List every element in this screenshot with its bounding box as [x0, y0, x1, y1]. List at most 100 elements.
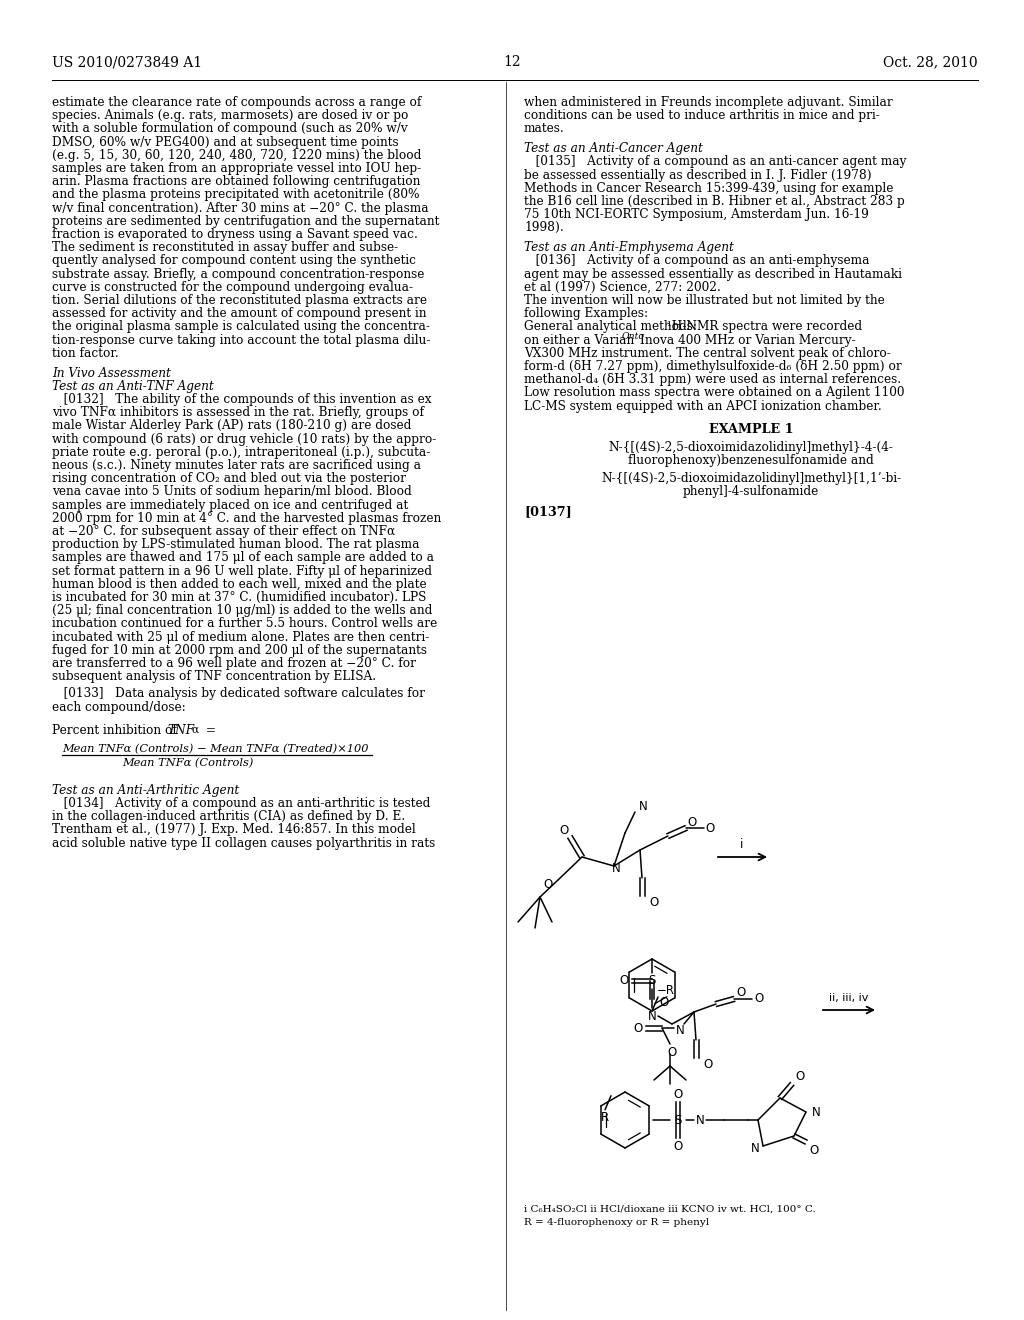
- Text: Test as an Anti-Cancer Agent: Test as an Anti-Cancer Agent: [524, 143, 702, 156]
- Text: incubation continued for a further 5.5 hours. Control wells are: incubation continued for a further 5.5 h…: [52, 618, 437, 631]
- Text: N: N: [647, 1010, 656, 1023]
- Text: each compound/dose:: each compound/dose:: [52, 701, 185, 714]
- Text: subsequent analysis of TNF concentration by ELISA.: subsequent analysis of TNF concentration…: [52, 671, 376, 684]
- Text: samples are taken from an appropriate vessel into IOU hep-: samples are taken from an appropriate ve…: [52, 162, 421, 176]
- Text: The sediment is reconstituted in assay buffer and subse-: The sediment is reconstituted in assay b…: [52, 242, 398, 255]
- Text: rising concentration of CO₂ and bled out via the posterior: rising concentration of CO₂ and bled out…: [52, 473, 406, 486]
- Text: O: O: [706, 821, 715, 834]
- Text: O: O: [755, 993, 764, 1006]
- Text: 12: 12: [503, 55, 521, 69]
- Text: set format pattern in a 96 U well plate. Fifty μl of heparinized: set format pattern in a 96 U well plate.…: [52, 565, 432, 578]
- Text: [0137]: [0137]: [524, 506, 571, 519]
- Text: Onto: Onto: [622, 331, 645, 341]
- Text: tion factor.: tion factor.: [52, 347, 119, 360]
- Text: proteins are sedimented by centrifugation and the supernatant: proteins are sedimented by centrifugatio…: [52, 215, 439, 228]
- Text: and the plasma proteins precipitated with acetonitrile (80%: and the plasma proteins precipitated wit…: [52, 189, 420, 202]
- Text: i C₆H₄SO₂Cl ii HCl/dioxane iii KCNO iv wt. HCl, 100° C.: i C₆H₄SO₂Cl ii HCl/dioxane iii KCNO iv w…: [524, 1205, 816, 1214]
- Text: N: N: [676, 1023, 684, 1036]
- Text: acid soluble native type II collagen causes polyarthritis in rats: acid soluble native type II collagen cau…: [52, 837, 435, 850]
- Text: Trentham et al., (1977) J. Exp. Med. 146:857. In this model: Trentham et al., (1977) J. Exp. Med. 146…: [52, 824, 416, 837]
- Text: estimate the clearance rate of compounds across a range of: estimate the clearance rate of compounds…: [52, 96, 421, 110]
- Text: human blood is then added to each well, mixed and the plate: human blood is then added to each well, …: [52, 578, 427, 591]
- Text: tion-response curve taking into account the total plasma dilu-: tion-response curve taking into account …: [52, 334, 430, 347]
- Text: O: O: [687, 816, 696, 829]
- Text: Methods in Cancer Research 15:399-439, using for example: Methods in Cancer Research 15:399-439, u…: [524, 182, 893, 195]
- Text: w/v final concentration). After 30 mins at −20° C. the plasma: w/v final concentration). After 30 mins …: [52, 202, 429, 215]
- Text: Test as an Anti-TNF Agent: Test as an Anti-TNF Agent: [52, 380, 214, 393]
- Text: (25 μl; final concentration 10 μg/ml) is added to the wells and: (25 μl; final concentration 10 μg/ml) is…: [52, 605, 432, 618]
- Text: assessed for activity and the amount of compound present in: assessed for activity and the amount of …: [52, 308, 427, 321]
- Text: vena cavae into 5 Units of sodium heparin/ml blood. Blood: vena cavae into 5 Units of sodium hepari…: [52, 486, 412, 499]
- Text: quently analysed for compound content using the synthetic: quently analysed for compound content us…: [52, 255, 416, 268]
- Text: Mean TNFα (Controls) − Mean TNFα (Treated)×100: Mean TNFα (Controls) − Mean TNFα (Treate…: [62, 744, 369, 755]
- Text: male Wistar Alderley Park (AP) rats (180-210 g) are dosed: male Wistar Alderley Park (AP) rats (180…: [52, 420, 412, 433]
- Text: 1998).: 1998).: [524, 222, 564, 235]
- Text: mates.: mates.: [524, 123, 565, 136]
- Text: O: O: [674, 1139, 683, 1152]
- Text: R: R: [601, 1111, 609, 1125]
- Text: et al (1997) Science, 277: 2002.: et al (1997) Science, 277: 2002.: [524, 281, 721, 294]
- Text: the original plasma sample is calculated using the concentra-: the original plasma sample is calculated…: [52, 321, 430, 334]
- Text: in the collagen-induced arthritis (CIA) as defined by D. E.: in the collagen-induced arthritis (CIA) …: [52, 810, 406, 824]
- Text: EXAMPLE 1: EXAMPLE 1: [709, 424, 794, 437]
- Text: be assessed essentially as described in I. J. Fidler (1978): be assessed essentially as described in …: [524, 169, 871, 182]
- Text: LC-MS system equipped with an APCI ionization chamber.: LC-MS system equipped with an APCI ioniz…: [524, 400, 882, 413]
- Text: N: N: [695, 1114, 705, 1126]
- Text: at −20° C. for subsequent assay of their effect on TNFα: at −20° C. for subsequent assay of their…: [52, 525, 395, 539]
- Text: fuged for 10 min at 2000 rpm and 200 μl of the supernatants: fuged for 10 min at 2000 rpm and 200 μl …: [52, 644, 427, 657]
- Text: Test as an Anti-Emphysema Agent: Test as an Anti-Emphysema Agent: [524, 242, 734, 255]
- Text: samples are immediately placed on ice and centrifuged at: samples are immediately placed on ice an…: [52, 499, 409, 512]
- Text: O: O: [659, 997, 669, 1010]
- Text: are transferred to a 96 well plate and frozen at −20° C. for: are transferred to a 96 well plate and f…: [52, 657, 416, 671]
- Text: R = 4-fluorophenoxy or R = phenyl: R = 4-fluorophenoxy or R = phenyl: [524, 1218, 710, 1228]
- Text: O: O: [796, 1069, 805, 1082]
- Text: i: i: [740, 838, 743, 851]
- Text: species. Animals (e.g. rats, marmosets) are dosed iv or po: species. Animals (e.g. rats, marmosets) …: [52, 110, 409, 123]
- Text: on either a Varian: on either a Varian: [524, 334, 638, 347]
- Text: O: O: [559, 825, 568, 837]
- Text: N: N: [639, 800, 647, 813]
- Text: production by LPS-stimulated human blood. The rat plasma: production by LPS-stimulated human blood…: [52, 539, 420, 552]
- Text: α: α: [193, 725, 199, 734]
- Text: Test as an Anti-Arthritic Agent: Test as an Anti-Arthritic Agent: [52, 784, 240, 797]
- Text: Mean TNFα (Controls): Mean TNFα (Controls): [122, 758, 253, 768]
- Text: incubated with 25 μl of medium alone. Plates are then centri-: incubated with 25 μl of medium alone. Pl…: [52, 631, 429, 644]
- Text: N: N: [812, 1106, 820, 1118]
- Text: [0136]   Activity of a compound as an anti-emphysema: [0136] Activity of a compound as an anti…: [524, 255, 869, 268]
- Text: N: N: [751, 1142, 760, 1155]
- Text: O: O: [620, 974, 629, 987]
- Text: when administered in Freunds incomplete adjuvant. Similar: when administered in Freunds incomplete …: [524, 96, 893, 110]
- Text: The invention will now be illustrated but not limited by the: The invention will now be illustrated bu…: [524, 294, 885, 308]
- Text: curve is constructed for the compound undergoing evalua-: curve is constructed for the compound un…: [52, 281, 413, 294]
- Text: O: O: [703, 1057, 713, 1071]
- Text: vivo TNFα inhibitors is assessed in the rat. Briefly, groups of: vivo TNFα inhibitors is assessed in the …: [52, 407, 424, 420]
- Text: with a soluble formulation of compound (such as 20% w/v: with a soluble formulation of compound (…: [52, 123, 408, 136]
- Text: arin. Plasma fractions are obtained following centrifugation: arin. Plasma fractions are obtained foll…: [52, 176, 421, 189]
- Text: methanol-d₄ (δH 3.31 ppm) were used as internal references.: methanol-d₄ (δH 3.31 ppm) were used as i…: [524, 374, 901, 387]
- Text: N-{[(4S)-2,5-dioxoimidazolidinyl]methyl}[1,1’-bi-: N-{[(4S)-2,5-dioxoimidazolidinyl]methyl}…: [601, 473, 901, 486]
- Text: Oct. 28, 2010: Oct. 28, 2010: [884, 55, 978, 69]
- Text: 75 10th NCI-EORTC Symposium, Amsterdam Jun. 16-19: 75 10th NCI-EORTC Symposium, Amsterdam J…: [524, 209, 869, 222]
- Text: US 2010/0273849 A1: US 2010/0273849 A1: [52, 55, 202, 69]
- Text: General analytical methods:: General analytical methods:: [524, 321, 700, 334]
- Text: Inova 400 MHz or Varian Mercury-: Inova 400 MHz or Varian Mercury-: [640, 334, 856, 347]
- Text: O: O: [809, 1143, 818, 1156]
- Text: [0134]   Activity of a compound as an anti-arthritic is tested: [0134] Activity of a compound as an anti…: [52, 797, 430, 810]
- Text: is incubated for 30 min at 37° C. (humidified incubator). LPS: is incubated for 30 min at 37° C. (humid…: [52, 591, 426, 605]
- Text: fluorophenoxy)benzenesulfonamide and: fluorophenoxy)benzenesulfonamide and: [628, 454, 873, 467]
- Text: Low resolution mass spectra were obtained on a Agilent 1100: Low resolution mass spectra were obtaine…: [524, 387, 904, 400]
- Text: In Vivo Assessment: In Vivo Assessment: [52, 367, 171, 380]
- Text: S: S: [675, 1114, 682, 1126]
- Text: TNF: TNF: [167, 725, 195, 738]
- Text: form-d (δH 7.27 ppm), dimethylsulfoxide-d₆ (δH 2.50 ppm) or: form-d (δH 7.27 ppm), dimethylsulfoxide-…: [524, 360, 902, 374]
- Text: conditions can be used to induce arthritis in mice and pri-: conditions can be used to induce arthrit…: [524, 110, 880, 123]
- Text: −R: −R: [657, 983, 675, 997]
- Text: (e.g. 5, 15, 30, 60, 120, 240, 480, 720, 1220 mins) the blood: (e.g. 5, 15, 30, 60, 120, 240, 480, 720,…: [52, 149, 421, 162]
- Text: 2000 rpm for 10 min at 4° C. and the harvested plasmas frozen: 2000 rpm for 10 min at 4° C. and the har…: [52, 512, 441, 525]
- Text: agent may be assessed essentially as described in Hautamaki: agent may be assessed essentially as des…: [524, 268, 902, 281]
- Text: [0132]   The ability of the compounds of this invention as ex: [0132] The ability of the compounds of t…: [52, 393, 432, 407]
- Text: O: O: [544, 878, 553, 891]
- Text: =: =: [202, 725, 216, 738]
- Text: following Examples:: following Examples:: [524, 308, 648, 321]
- Text: DMSO, 60% w/v PEG400) and at subsequent time points: DMSO, 60% w/v PEG400) and at subsequent …: [52, 136, 398, 149]
